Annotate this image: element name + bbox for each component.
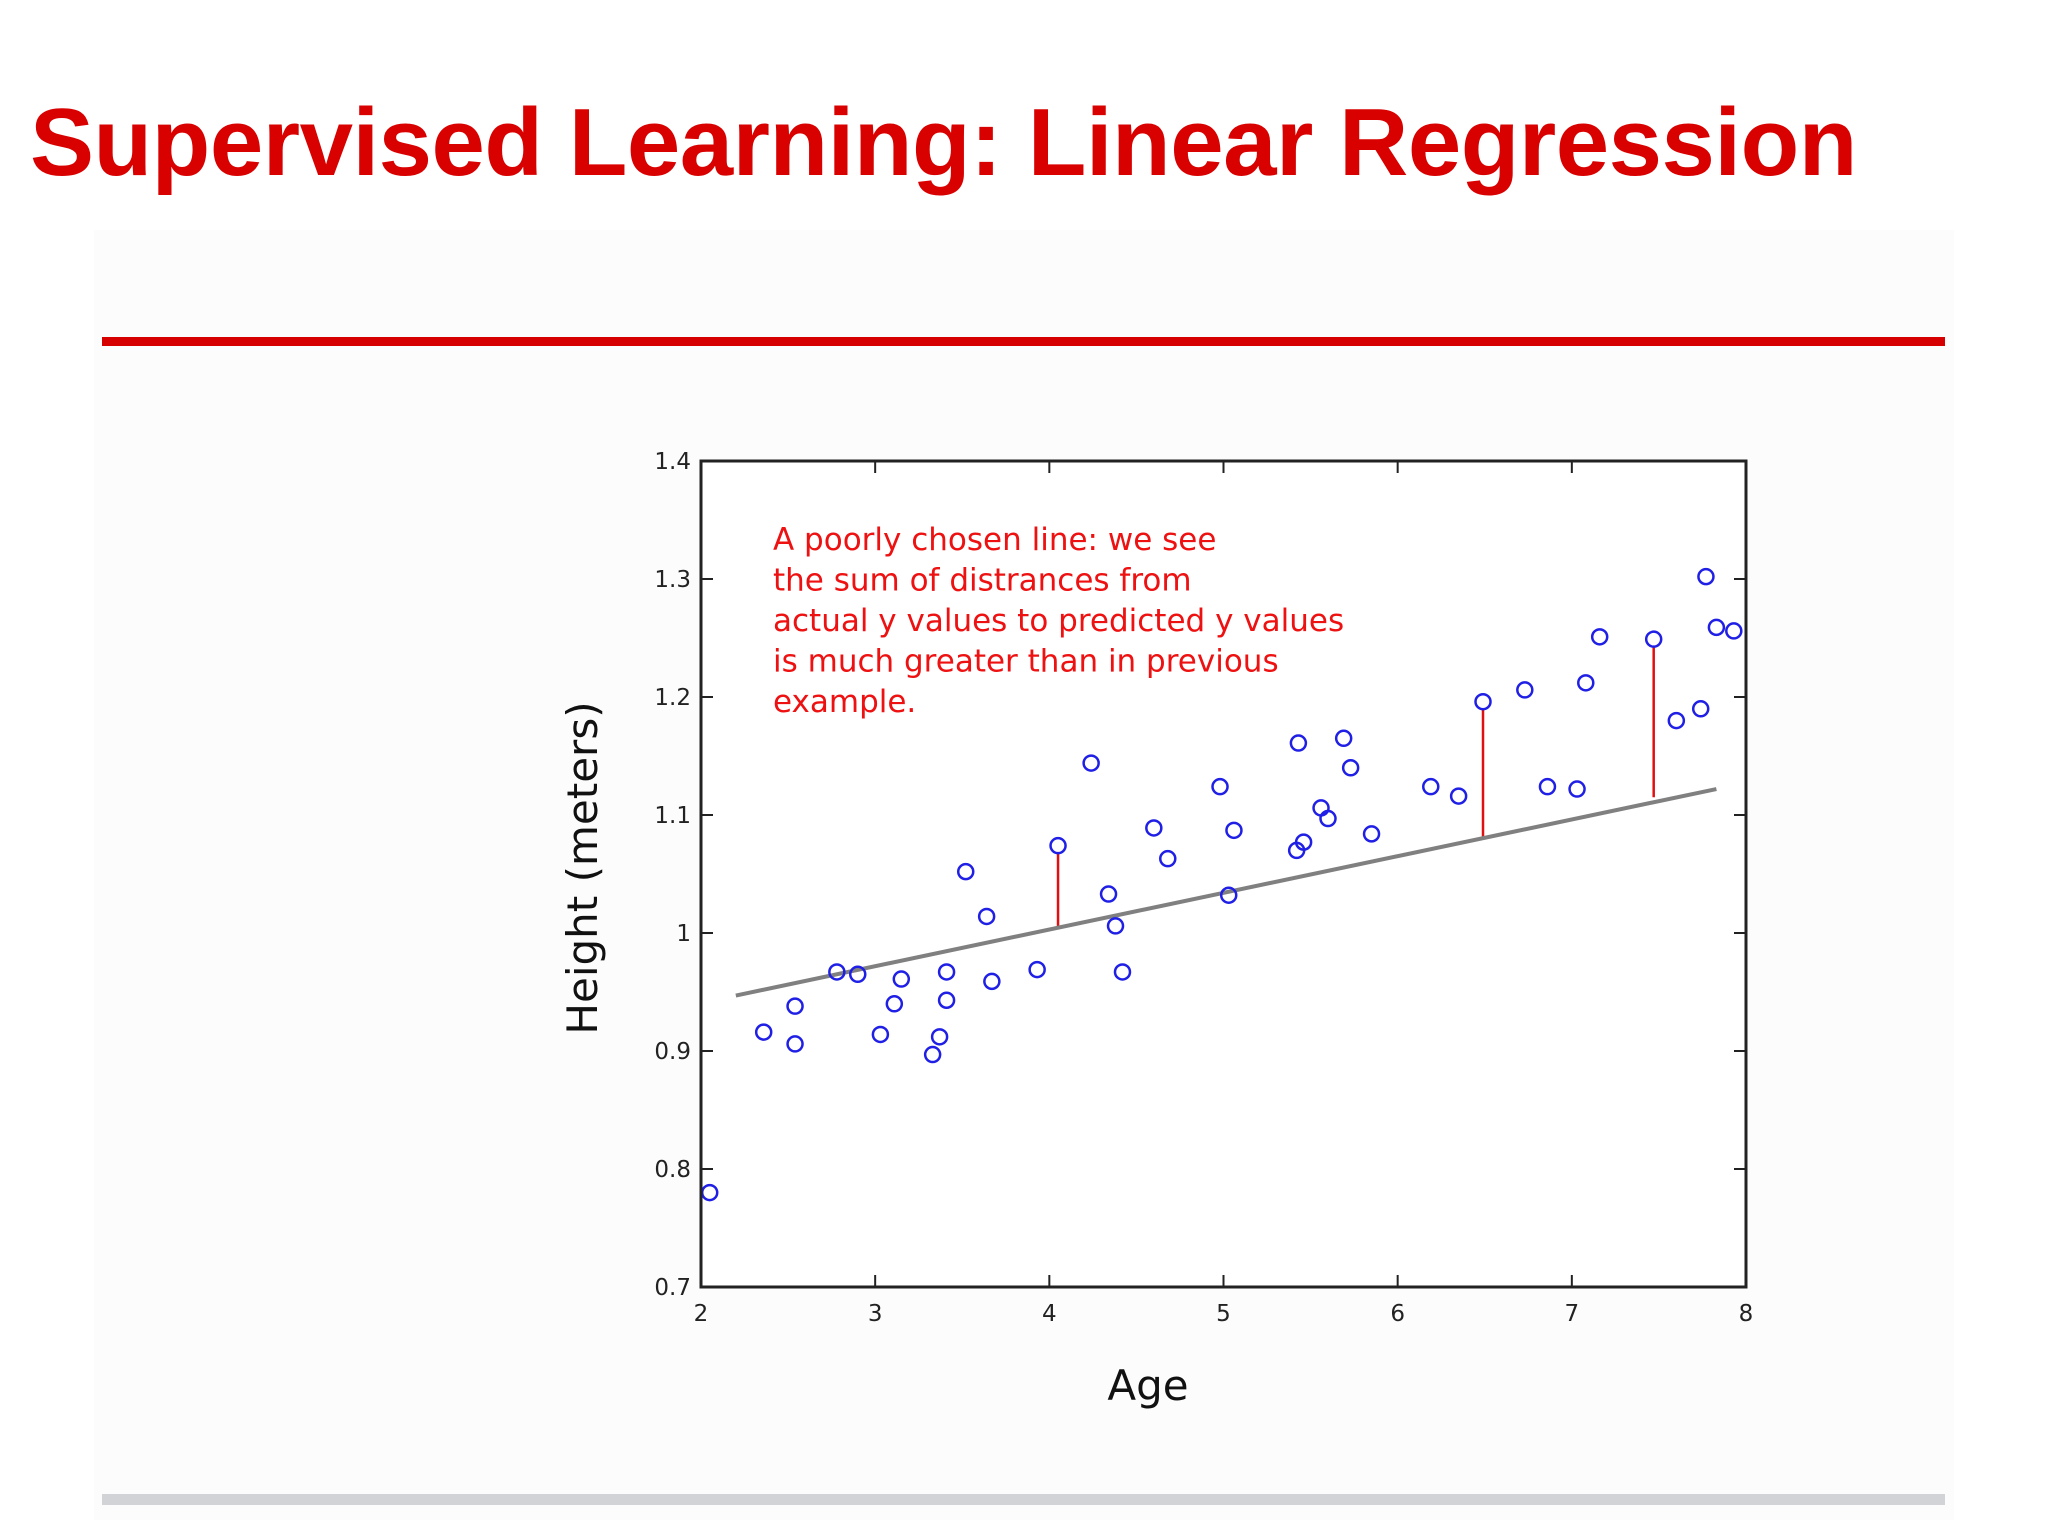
- y-tick-label: 1.4: [654, 449, 691, 475]
- y-tick-label: 0.8: [654, 1157, 691, 1183]
- data-point: [871, 1025, 890, 1044]
- data-point: [1644, 630, 1663, 648]
- y-tick-label: 0.9: [654, 1039, 691, 1065]
- data-point: [1725, 622, 1743, 640]
- data-point: [977, 907, 996, 926]
- y-axis-title: Height (meters): [558, 701, 607, 1034]
- plot-area: [701, 461, 1746, 1287]
- data-point: [786, 997, 804, 1015]
- data-point: [1082, 754, 1100, 772]
- data-point: [1049, 836, 1067, 855]
- data-point: [937, 963, 956, 981]
- y-tick-label: 1.2: [654, 685, 691, 711]
- data-point: [1099, 885, 1118, 903]
- data-point: [937, 991, 956, 1010]
- x-tick-label: 8: [1739, 1301, 1754, 1327]
- data-point: [1225, 821, 1243, 840]
- data-point: [1113, 963, 1132, 981]
- data-point: [1474, 692, 1492, 711]
- x-tick-label: 5: [1216, 1301, 1231, 1327]
- data-point: [1028, 960, 1046, 979]
- y-tick-label: 1.1: [654, 803, 691, 829]
- y-tick-label: 1.3: [654, 567, 691, 593]
- residual-lines: [1056, 647, 1655, 928]
- annotation-line: A poorly chosen line: we see: [773, 522, 1216, 558]
- data-point: [1159, 849, 1177, 868]
- x-tick-label: 3: [868, 1301, 883, 1327]
- x-tick-label: 4: [1042, 1301, 1057, 1327]
- data-point: [1516, 681, 1534, 699]
- data-point: [1319, 809, 1337, 828]
- y-axis-ticks: 0.7 0.8 0.9 1 1.1 1.2 1.3 1.4: [654, 449, 1746, 1301]
- x-axis-ticks: 2 3 4 5 6 7 8: [694, 461, 1754, 1327]
- data-point: [1106, 917, 1125, 935]
- data-point: [1334, 729, 1353, 748]
- data-point: [1697, 567, 1715, 586]
- data-point: [1449, 787, 1468, 805]
- data-point: [930, 1028, 949, 1046]
- data-point: [1667, 711, 1686, 730]
- data-point: [1568, 780, 1586, 798]
- slide-title: Supervised Learning: Linear Regression: [30, 89, 1857, 196]
- data-point: [956, 862, 975, 881]
- y-tick-label: 1: [676, 921, 691, 947]
- annotation-line: is much greater than in previous: [773, 644, 1279, 680]
- data-point: [849, 965, 867, 984]
- annotation-line: the sum of distrances from: [773, 563, 1192, 599]
- data-point: [1294, 833, 1313, 851]
- data-point: [786, 1035, 804, 1053]
- data-point: [1219, 886, 1238, 904]
- data-point: [1538, 777, 1557, 796]
- x-tick-label: 2: [694, 1301, 709, 1327]
- data-point: [1590, 628, 1609, 646]
- data-point: [1341, 759, 1360, 777]
- data-point: [892, 970, 911, 988]
- data-point: [1577, 674, 1595, 692]
- y-tick-label: 0.7: [654, 1275, 691, 1301]
- data-point: [1211, 777, 1229, 796]
- data-point: [885, 995, 904, 1013]
- data-point: [1707, 618, 1726, 637]
- regression-line: [735, 787, 1717, 998]
- data-point: [754, 1023, 773, 1041]
- data-point: [828, 963, 846, 981]
- data-point: [1691, 700, 1710, 718]
- annotation-text: A poorly chosen line: we see the sum of d…: [773, 522, 1344, 720]
- data-point: [983, 972, 1001, 991]
- data-point: [1289, 734, 1308, 752]
- annotation-line: example.: [773, 684, 916, 720]
- annotation-line: actual y values to predicted y values: [773, 603, 1344, 639]
- x-axis-title: Age: [1107, 1361, 1188, 1410]
- data-point: [1362, 825, 1381, 843]
- data-point: [1145, 819, 1163, 837]
- x-tick-label: 6: [1390, 1301, 1405, 1327]
- data-point: [923, 1045, 942, 1064]
- footer-rule: [102, 1494, 1945, 1505]
- data-point: [1422, 777, 1440, 796]
- x-tick-label: 7: [1565, 1301, 1580, 1327]
- title-underline-rule: [102, 337, 1945, 346]
